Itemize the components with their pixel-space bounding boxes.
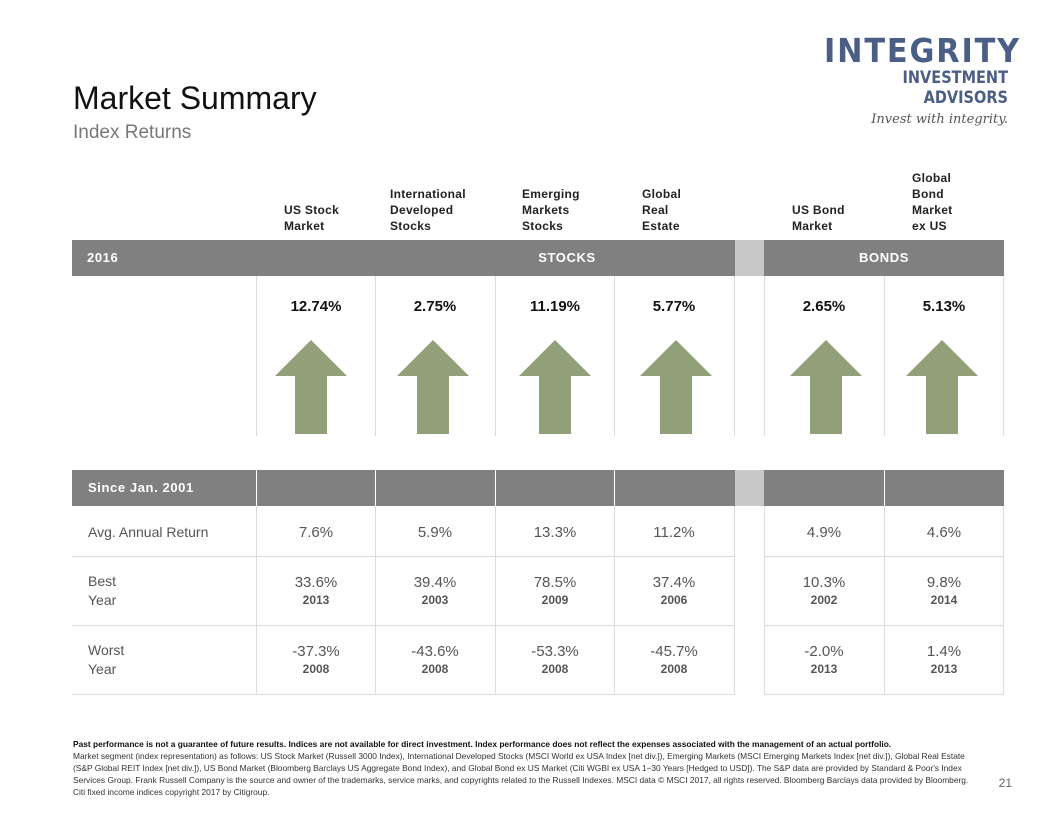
header-gap-since-2001 bbox=[735, 470, 764, 506]
since-label: Since Jan. 2001 bbox=[88, 480, 194, 495]
worst-year-us-bond: 2013 bbox=[810, 662, 838, 676]
worst-return-intl-developed: -43.6% bbox=[411, 643, 459, 660]
return-2016-intl-developed: 2.75% bbox=[413, 298, 457, 315]
column-header-global-real-estate: Global Real Estate bbox=[642, 187, 682, 233]
return-2016-global-bond-ex-us: 5.13% bbox=[922, 298, 966, 315]
best-year-intl-developed: 2003 bbox=[421, 593, 449, 607]
disclaimer-body: Market segment (index representation) as… bbox=[73, 751, 969, 797]
column-header-us-stock: US Stock Market bbox=[284, 203, 340, 233]
column-header-global-bond-ex-us: Global Bond Market ex US bbox=[912, 171, 953, 233]
up-arrow-icon bbox=[519, 340, 591, 434]
worst-return-us-bond: -2.0% bbox=[804, 643, 844, 660]
column-header-intl-developed: International Developed Stocks bbox=[390, 187, 466, 233]
table-cell: 4.6% bbox=[885, 523, 1003, 542]
row-label-best-year: Best Year bbox=[88, 573, 117, 608]
logo-line1: INTEGRITY bbox=[824, 31, 1022, 70]
table-cell: -2.0% 2013 bbox=[765, 642, 883, 677]
bar-year-label: 2016 bbox=[87, 250, 119, 265]
page-number: 21 bbox=[998, 776, 1012, 790]
best-return-emerging-markets: 78.5% bbox=[533, 574, 577, 591]
return-2016-emerging-markets: 11.19% bbox=[529, 298, 581, 315]
page-title: Market Summary bbox=[73, 80, 317, 116]
return-2016-global-real-estate: 5.77% bbox=[652, 298, 696, 315]
table-cell: 9.8% 2014 bbox=[885, 573, 1003, 608]
stocks-group-label: STOCKS bbox=[538, 250, 596, 265]
table-cell: 78.5% 2009 bbox=[496, 573, 614, 608]
logo-tagline: Invest with integrity. bbox=[871, 112, 1008, 127]
up-arrow-icon bbox=[397, 340, 469, 434]
avg-return-global-real-estate: 11.2% bbox=[653, 524, 695, 541]
header-bar-since-2001: Since Jan. 2001 bbox=[72, 470, 1004, 506]
table-cell: 13.3% bbox=[496, 523, 614, 542]
table-cell: 33.6% 2013 bbox=[257, 573, 375, 608]
best-year-us-bond: 2002 bbox=[810, 593, 838, 607]
header-bar-2016: 2016 STOCKS BONDS bbox=[72, 240, 1004, 276]
logo-line2: INVESTMENT ADVISORS bbox=[902, 68, 1008, 107]
worst-return-global-bond-ex-us: 1.4% bbox=[926, 643, 962, 660]
best-year-global-real-estate: 2006 bbox=[660, 593, 688, 607]
table-cell: 4.9% bbox=[765, 523, 883, 542]
table-cell: 10.3% 2002 bbox=[765, 573, 883, 608]
avg-return-intl-developed: 5.9% bbox=[417, 524, 453, 541]
page-subtitle: Index Returns bbox=[73, 122, 192, 143]
return-2016-us-stock: 12.74% bbox=[290, 298, 342, 315]
worst-year-emerging-markets: 2008 bbox=[541, 662, 569, 676]
worst-year-us-stock: 2008 bbox=[302, 662, 330, 676]
best-year-us-stock: 2013 bbox=[302, 593, 330, 607]
table-cell: 37.4% 2006 bbox=[615, 573, 733, 608]
disclaimer-bold: Past performance is not a guarantee of f… bbox=[73, 739, 892, 749]
worst-return-emerging-markets: -53.3% bbox=[531, 643, 579, 660]
worst-year-global-bond-ex-us: 2013 bbox=[930, 662, 958, 676]
up-arrow-icon bbox=[906, 340, 978, 434]
table-cell: 5.9% bbox=[376, 523, 494, 542]
worst-return-global-real-estate: -45.7% bbox=[650, 643, 698, 660]
worst-year-global-real-estate: 2008 bbox=[660, 662, 688, 676]
bonds-group-label: BONDS bbox=[859, 250, 909, 265]
best-return-us-bond: 10.3% bbox=[802, 574, 846, 591]
company-logo: INTEGRITY INVESTMENT ADVISORS Invest wit… bbox=[808, 31, 1022, 130]
up-arrow-icon bbox=[640, 340, 712, 434]
return-2016-us-bond: 2.65% bbox=[802, 298, 846, 315]
best-year-emerging-markets: 2009 bbox=[541, 593, 569, 607]
worst-return-us-stock: -37.3% bbox=[292, 643, 340, 660]
column-header-us-bond: US Bond Market bbox=[792, 203, 845, 233]
table-cell: 11.2% bbox=[615, 523, 733, 542]
best-return-us-stock: 33.6% bbox=[294, 574, 338, 591]
table-cell: 39.4% 2003 bbox=[376, 573, 494, 608]
worst-year-intl-developed: 2008 bbox=[421, 662, 449, 676]
row-label-worst-year: Worst Year bbox=[88, 642, 125, 677]
table-cell: 1.4% 2013 bbox=[885, 642, 1003, 677]
disclaimer-footnote: Past performance is not a guarantee of f… bbox=[73, 738, 973, 798]
table-cell: -53.3% 2008 bbox=[496, 642, 614, 677]
best-return-global-bond-ex-us: 9.8% bbox=[926, 574, 962, 591]
avg-return-global-bond-ex-us: 4.6% bbox=[926, 524, 962, 541]
header-gap-2016 bbox=[735, 240, 764, 276]
avg-return-us-stock: 7.6% bbox=[298, 524, 334, 541]
column-header-emerging-markets: Emerging Markets Stocks bbox=[522, 187, 580, 233]
table-cell: -43.6% 2008 bbox=[376, 642, 494, 677]
avg-return-emerging-markets: 13.3% bbox=[533, 524, 577, 541]
table-cell: -37.3% 2008 bbox=[257, 642, 375, 677]
best-return-intl-developed: 39.4% bbox=[413, 574, 457, 591]
table-cell: -45.7% 2008 bbox=[615, 642, 733, 677]
up-arrow-icon bbox=[275, 340, 347, 434]
row-label-avg-annual-return: Avg. Annual Return bbox=[88, 524, 209, 540]
best-year-global-bond-ex-us: 2014 bbox=[930, 593, 958, 607]
best-return-global-real-estate: 37.4% bbox=[652, 574, 696, 591]
avg-return-us-bond: 4.9% bbox=[806, 524, 842, 541]
up-arrow-icon bbox=[790, 340, 862, 434]
table-cell: 7.6% bbox=[257, 523, 375, 542]
